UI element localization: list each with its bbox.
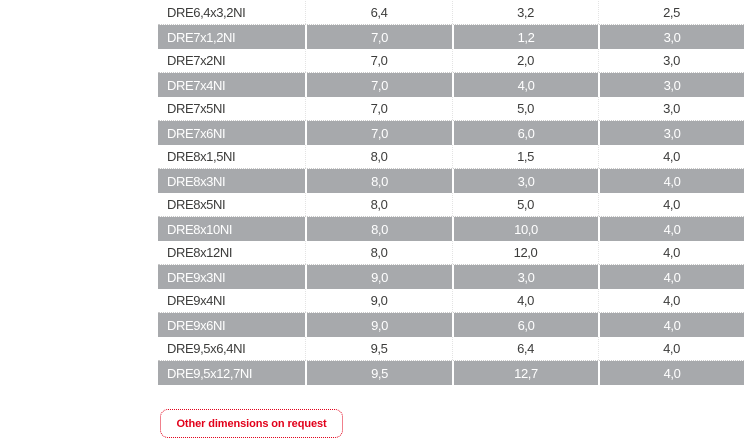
article-code-cell: DRE7x6NI [167, 125, 226, 141]
dimension-1-cell: 8,0 [305, 193, 452, 216]
dimension-3-cell: 4,0 [598, 361, 744, 385]
dimensions-table: DRE6,4x3,2NI 6,4 3,2 2,5 DRE7x1,2NI 7,0 1,2 3,0… [158, 1, 744, 385]
dimension-3-cell: 3,0 [598, 97, 744, 120]
table-row: DRE9,5x6,4NI 9,5 6,4 4,0 [158, 337, 744, 361]
dimension-2-cell: 6,0 [452, 313, 598, 337]
dimension-3-cell: 4,0 [598, 265, 744, 289]
article-code-cell: DRE8x12NI [167, 245, 233, 260]
dimension-2-cell: 5,0 [452, 97, 598, 120]
table-row: DRE8x3NI 8,0 3,0 4,0 [158, 169, 744, 193]
dimension-1-cell: 8,0 [305, 217, 452, 241]
other-dimensions-note: Other dimensions on request [160, 409, 343, 438]
table-row: DRE7x6NI 7,0 6,0 3,0 [158, 121, 744, 145]
dimension-1-cell: 7,0 [305, 73, 452, 97]
dimension-2-cell: 3,0 [452, 169, 598, 193]
dimension-3-cell: 2,5 [598, 1, 744, 24]
article-code-cell: DRE8x10NI [167, 221, 233, 237]
dimension-3-cell: 3,0 [598, 73, 744, 97]
table-row: DRE9x6NI 9,0 6,0 4,0 [158, 313, 744, 337]
table-row: DRE9x4NI 9,0 4,0 4,0 [158, 289, 744, 313]
dimension-1-cell: 9,0 [305, 313, 452, 337]
dimension-3-cell: 4,0 [598, 217, 744, 241]
dimension-3-cell: 4,0 [598, 337, 744, 360]
table-row: DRE9x3NI 9,0 3,0 4,0 [158, 265, 744, 289]
article-code-cell: DRE8x5NI [167, 197, 226, 212]
dimension-3-cell: 4,0 [598, 169, 744, 193]
dimension-3-cell: 4,0 [598, 193, 744, 216]
dimension-2-cell: 12,7 [452, 361, 598, 385]
table-row: DRE8x10NI 8,0 10,0 4,0 [158, 217, 744, 241]
table-row: DRE8x12NI 8,0 12,0 4,0 [158, 241, 744, 265]
dimension-3-cell: 4,0 [598, 145, 744, 168]
dimension-2-cell: 12,0 [452, 241, 598, 264]
dimension-2-cell: 3,2 [452, 1, 598, 24]
table-row: DRE6,4x3,2NI 6,4 3,2 2,5 [158, 1, 744, 25]
table-row: DRE7x4NI 7,0 4,0 3,0 [158, 73, 744, 97]
dimension-2-cell: 1,5 [452, 145, 598, 168]
dimension-1-cell: 8,0 [305, 241, 452, 264]
dimension-1-cell: 7,0 [305, 25, 452, 49]
table-row: DRE8x5NI 8,0 5,0 4,0 [158, 193, 744, 217]
article-code-cell: DRE8x1,5NI [167, 149, 236, 164]
table-row: DRE7x5NI 7,0 5,0 3,0 [158, 97, 744, 121]
dimension-3-cell: 3,0 [598, 121, 744, 145]
dimension-1-cell: 9,0 [305, 265, 452, 289]
dimension-1-cell: 8,0 [305, 145, 452, 168]
dimension-3-cell: 4,0 [598, 241, 744, 264]
dimension-2-cell: 10,0 [452, 217, 598, 241]
dimension-2-cell: 6,4 [452, 337, 598, 360]
article-code-cell: DRE7x2NI [167, 53, 226, 68]
dimension-3-cell: 3,0 [598, 49, 744, 72]
article-code-cell: DRE7x1,2NI [167, 29, 236, 45]
other-dimensions-label: Other dimensions on request [176, 417, 327, 430]
dimension-1-cell: 9,0 [305, 289, 452, 312]
dimension-2-cell: 1,2 [452, 25, 598, 49]
article-code-cell: DRE8x3NI [167, 173, 226, 189]
dimension-3-cell: 4,0 [598, 313, 744, 337]
dimension-3-cell: 3,0 [598, 25, 744, 49]
article-code-cell: DRE7x4NI [167, 77, 226, 93]
dimension-1-cell: 9,5 [305, 337, 452, 360]
dimension-2-cell: 5,0 [452, 193, 598, 216]
dimension-2-cell: 4,0 [452, 289, 598, 312]
dimension-1-cell: 6,4 [305, 1, 452, 24]
dimension-1-cell: 7,0 [305, 97, 452, 120]
article-code-cell: DRE6,4x3,2NI [167, 5, 246, 20]
dimension-3-cell: 4,0 [598, 289, 744, 312]
article-code-cell: DRE7x5NI [167, 101, 226, 116]
table-row: DRE7x1,2NI 7,0 1,2 3,0 [158, 25, 744, 49]
dimension-1-cell: 9,5 [305, 361, 452, 385]
table-row: DRE9,5x12,7NI 9,5 12,7 4,0 [158, 361, 744, 385]
table-row: DRE8x1,5NI 8,0 1,5 4,0 [158, 145, 744, 169]
dimension-2-cell: 2,0 [452, 49, 598, 72]
article-code-cell: DRE9,5x12,7NI [167, 365, 253, 381]
article-code-cell: DRE9x4NI [167, 293, 226, 308]
dimension-1-cell: 8,0 [305, 169, 452, 193]
article-code-cell: DRE9x6NI [167, 317, 226, 333]
dimension-2-cell: 4,0 [452, 73, 598, 97]
dimension-1-cell: 7,0 [305, 121, 452, 145]
dimension-1-cell: 7,0 [305, 49, 452, 72]
article-code-cell: DRE9,5x6,4NI [167, 341, 246, 356]
dimension-2-cell: 6,0 [452, 121, 598, 145]
dimension-2-cell: 3,0 [452, 265, 598, 289]
article-code-cell: DRE9x3NI [167, 269, 226, 285]
table-row: DRE7x2NI 7,0 2,0 3,0 [158, 49, 744, 73]
